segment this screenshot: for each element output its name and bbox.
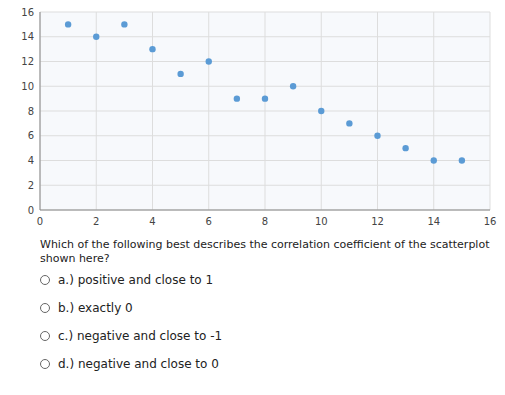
y-grid-line: [40, 12, 490, 13]
y-tick-label: 8: [28, 106, 34, 117]
y-grid-line: [40, 185, 490, 186]
y-grid-line: [40, 36, 490, 37]
option-label: a.) positive and close to 1: [58, 272, 213, 288]
option-label: b.) exactly 0: [58, 300, 133, 316]
chart: 0 2 4 6 8 10 12 14 16 0 2 4 6 8 10 12 14 16: [0, 0, 505, 235]
points: [65, 21, 465, 164]
y-grid-line: [40, 135, 490, 136]
point: [318, 108, 324, 114]
radio-button: [40, 359, 50, 369]
option-label: d.) negative and close to 0: [58, 356, 219, 372]
tick-labels: 0 2 4 6 8 10 12 14 16 0 2 4 6 8 10 12 14 16: [21, 7, 496, 228]
grid: [40, 12, 490, 210]
x-tick-label: 10: [315, 216, 328, 227]
point: [374, 133, 380, 139]
point: [93, 34, 99, 40]
y-tick-label: 6: [28, 130, 34, 141]
point: [290, 83, 296, 89]
radio-button: [40, 275, 50, 285]
x-tick-label: 14: [427, 216, 440, 227]
x-tick-label: 16: [484, 216, 497, 227]
option: d.) negative and close to 0: [40, 356, 219, 372]
y-axis-line: [40, 12, 41, 210]
radio-button: [40, 303, 50, 313]
point: [346, 120, 352, 126]
y-grid-line: [40, 210, 490, 211]
point: [234, 95, 240, 101]
point: [206, 58, 212, 64]
x-grid-line: [40, 12, 41, 210]
x-tick-label: 0: [37, 216, 43, 227]
x-tick-label: 6: [206, 216, 212, 227]
x-axis-line: [40, 210, 490, 211]
y-tick-label: 14: [21, 31, 34, 42]
x-tick-label: 4: [149, 216, 155, 227]
y-grid-line: [40, 86, 490, 87]
y-tick-label: 10: [21, 81, 34, 92]
option-label: c.) negative and close to -1: [58, 328, 222, 344]
point: [262, 95, 268, 101]
y-grid-line: [40, 111, 490, 112]
point: [402, 145, 408, 151]
point: [121, 21, 127, 27]
point: [177, 71, 183, 77]
plot-area: [40, 12, 490, 210]
y-tick-label: 0: [28, 205, 34, 216]
point: [459, 157, 465, 163]
y-grid-line: [40, 61, 490, 62]
y-grid-line: [40, 160, 490, 161]
point: [149, 46, 155, 52]
x-tick-label: 12: [371, 216, 384, 227]
question: Which of the following best describes th…: [40, 238, 495, 266]
x-tick-label: 2: [93, 216, 99, 227]
x-tick-label: 8: [262, 216, 268, 227]
y-tick-label: 2: [28, 180, 34, 191]
option: a.) positive and close to 1: [40, 272, 213, 288]
option: b.) exactly 0: [40, 300, 133, 316]
option: c.) negative and close to -1: [40, 328, 222, 344]
point: [431, 157, 437, 163]
radio-button: [40, 331, 50, 341]
y-tick-label: 16: [21, 7, 34, 18]
y-tick-label: 12: [21, 56, 34, 67]
y-tick-label: 4: [28, 155, 34, 166]
point: [65, 21, 71, 27]
